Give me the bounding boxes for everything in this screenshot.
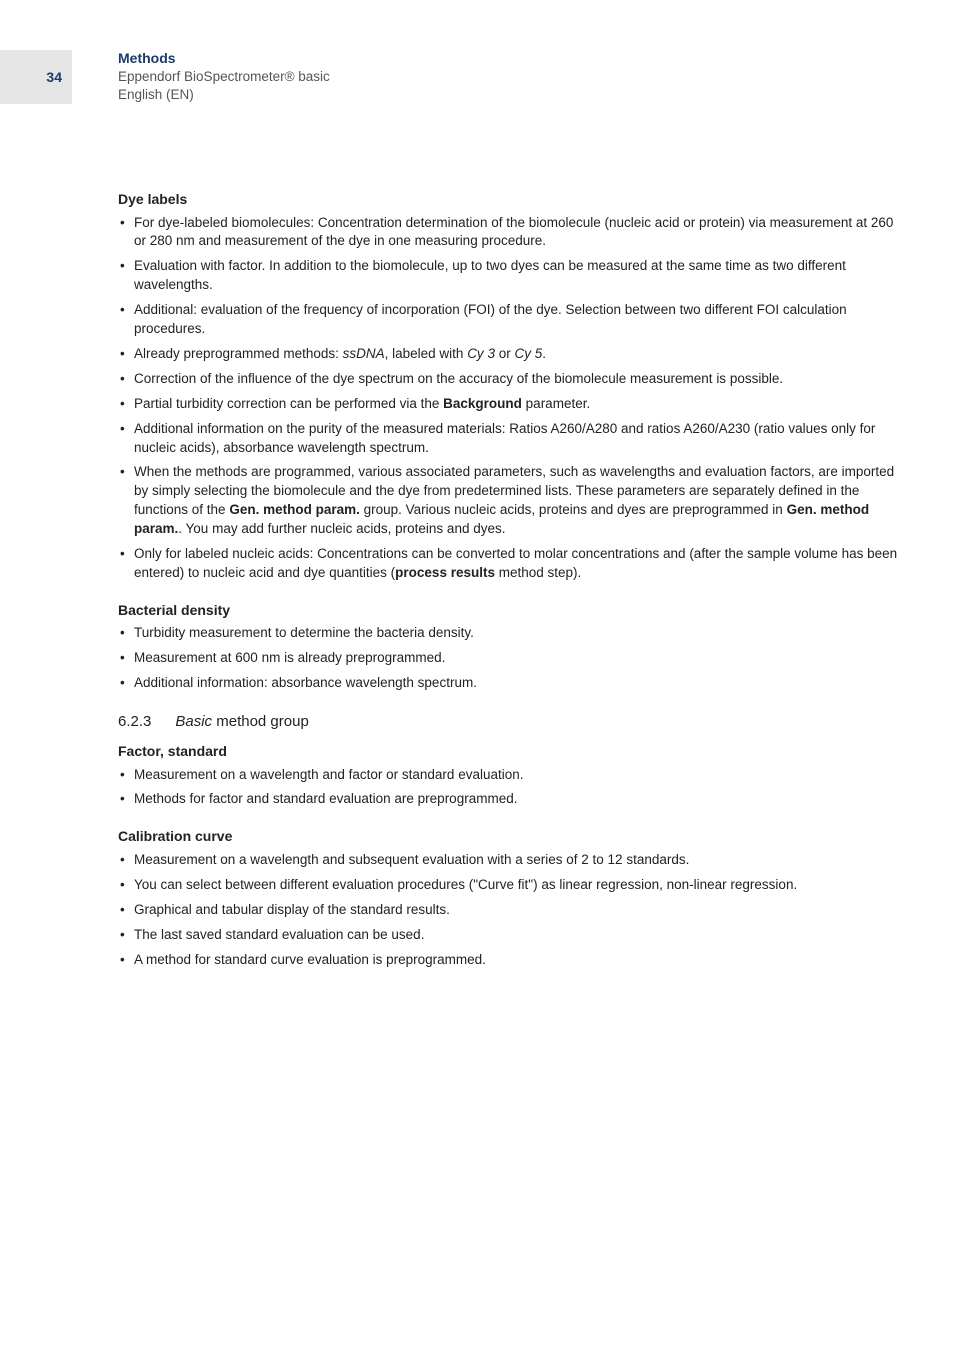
text-run: ssDNA bbox=[343, 346, 385, 361]
text-run: Measurement on a wavelength and subseque… bbox=[134, 852, 689, 867]
text-run: group. Various nucleic acids, proteins a… bbox=[360, 502, 787, 517]
list-item: For dye-labeled biomolecules: Concentrat… bbox=[118, 214, 908, 252]
text-run: . bbox=[542, 346, 546, 361]
text-run: process results bbox=[395, 565, 495, 580]
text-run: Turbidity measurement to determine the b… bbox=[134, 625, 474, 640]
subsection-title-rest: method group bbox=[212, 713, 309, 730]
bullet-list: Measurement on a wavelength and factor o… bbox=[118, 766, 908, 810]
header-language: English (EN) bbox=[118, 86, 330, 104]
text-run: Cy 5 bbox=[514, 346, 542, 361]
text-run: Cy 3 bbox=[467, 346, 495, 361]
list-item: Turbidity measurement to determine the b… bbox=[118, 624, 908, 643]
list-item: When the methods are programmed, various… bbox=[118, 463, 908, 539]
section-heading: Dye labels bbox=[118, 190, 908, 210]
bullet-list: For dye-labeled biomolecules: Concentrat… bbox=[118, 214, 908, 583]
text-run: Partial turbidity correction can be perf… bbox=[134, 396, 443, 411]
page-header: Methods Eppendorf BioSpectrometer® basic… bbox=[118, 50, 330, 104]
subsection-title-italic: Basic bbox=[175, 713, 212, 730]
list-item: You can select between different evaluat… bbox=[118, 876, 908, 895]
list-item: A method for standard curve evaluation i… bbox=[118, 951, 908, 970]
list-item: Correction of the influence of the dye s… bbox=[118, 370, 908, 389]
text-run: , labeled with bbox=[385, 346, 468, 361]
text-run: . You may add further nucleic acids, pro… bbox=[178, 521, 505, 536]
list-item: Graphical and tabular display of the sta… bbox=[118, 901, 908, 920]
text-run: Graphical and tabular display of the sta… bbox=[134, 902, 450, 917]
list-item: Additional: evaluation of the frequency … bbox=[118, 301, 908, 339]
text-run: Measurement on a wavelength and factor o… bbox=[134, 767, 524, 782]
list-item: Already preprogrammed methods: ssDNA, la… bbox=[118, 345, 908, 364]
bullet-list: Measurement on a wavelength and subseque… bbox=[118, 851, 908, 969]
section-heading: Calibration curve bbox=[118, 827, 908, 847]
text-run: Evaluation with factor. In addition to t… bbox=[134, 258, 846, 292]
list-item: The last saved standard evaluation can b… bbox=[118, 926, 908, 945]
list-item: Measurement on a wavelength and factor o… bbox=[118, 766, 908, 785]
text-run: or bbox=[495, 346, 515, 361]
text-run: A method for standard curve evaluation i… bbox=[134, 952, 486, 967]
list-item: Partial turbidity correction can be perf… bbox=[118, 395, 908, 414]
subsection-number: 6.2.3 bbox=[118, 713, 151, 730]
list-item: Only for labeled nucleic acids: Concentr… bbox=[118, 545, 908, 583]
list-item: Methods for factor and standard evaluati… bbox=[118, 790, 908, 809]
text-run: For dye-labeled biomolecules: Concentrat… bbox=[134, 215, 893, 249]
text-run: Correction of the influence of the dye s… bbox=[134, 371, 783, 386]
list-item: Evaluation with factor. In addition to t… bbox=[118, 257, 908, 295]
text-run: The last saved standard evaluation can b… bbox=[134, 927, 424, 942]
text-run: Already preprogrammed methods: bbox=[134, 346, 343, 361]
text-run: Additional: evaluation of the frequency … bbox=[134, 302, 847, 336]
text-run: parameter. bbox=[522, 396, 590, 411]
text-run: Methods for factor and standard evaluati… bbox=[134, 791, 517, 806]
text-run: Additional information: absorbance wavel… bbox=[134, 675, 477, 690]
section-heading: Bacterial density bbox=[118, 601, 908, 621]
text-run: You can select between different evaluat… bbox=[134, 877, 797, 892]
list-item: Additional information: absorbance wavel… bbox=[118, 674, 908, 693]
header-product: Eppendorf BioSpectrometer® basic bbox=[118, 68, 330, 86]
header-title: Methods bbox=[118, 50, 330, 66]
text-run: Measurement at 600 nm is already preprog… bbox=[134, 650, 445, 665]
bullet-list: Turbidity measurement to determine the b… bbox=[118, 624, 908, 693]
text-run: method step). bbox=[495, 565, 581, 580]
text-run: Additional information on the purity of … bbox=[134, 421, 875, 455]
list-item: Additional information on the purity of … bbox=[118, 420, 908, 458]
text-run: Gen. method param. bbox=[229, 502, 360, 517]
page-number: 34 bbox=[0, 50, 72, 104]
page-content: Dye labels For dye-labeled biomolecules: … bbox=[118, 190, 908, 987]
text-run: Background bbox=[443, 396, 522, 411]
list-item: Measurement on a wavelength and subseque… bbox=[118, 851, 908, 870]
subsection-heading: 6.2.3 Basic method group bbox=[118, 711, 908, 732]
list-item: Measurement at 600 nm is already preprog… bbox=[118, 649, 908, 668]
section-heading: Factor, standard bbox=[118, 742, 908, 762]
